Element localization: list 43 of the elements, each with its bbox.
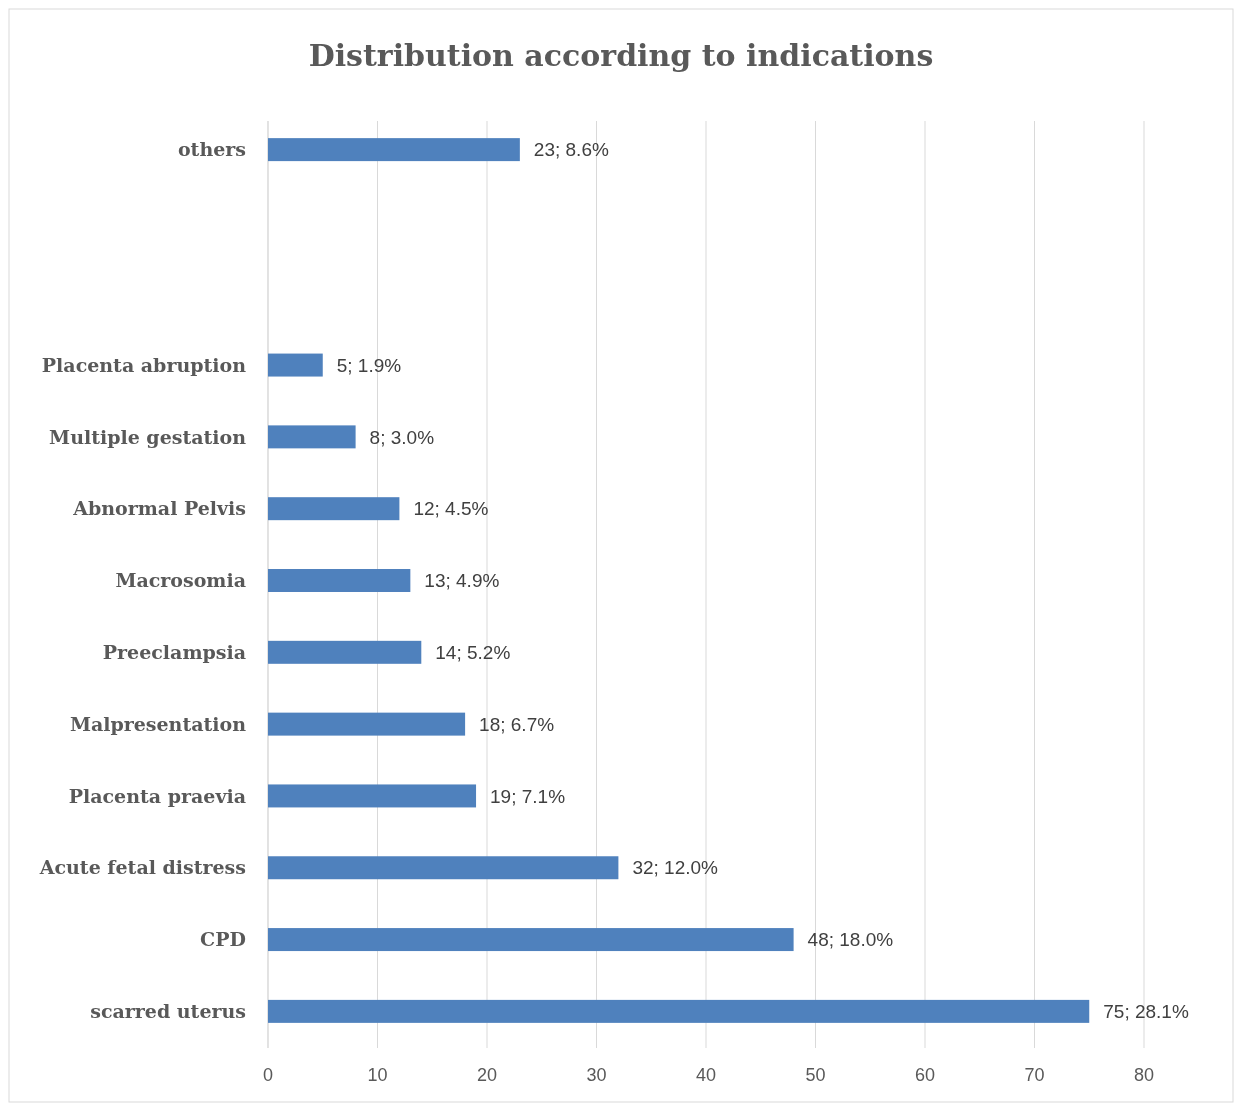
data-label: 48; 18.0%: [807, 929, 894, 951]
y-tick-label: Abnormal Pelvis: [72, 497, 246, 520]
y-tick-label: CPD: [200, 928, 246, 951]
y-tick-label: Placenta praevia: [68, 784, 246, 807]
bar: [268, 138, 520, 162]
data-label: 14; 5.2%: [435, 641, 511, 663]
chart-title: Distribution according to indications: [308, 38, 934, 73]
y-tick-label: Macrosomia: [115, 569, 246, 592]
y-tick-label: scarred uterus: [90, 1000, 246, 1023]
data-label: 32; 12.0%: [632, 857, 719, 879]
x-tick-label: 10: [367, 1065, 388, 1085]
x-tick-label: 60: [914, 1065, 936, 1085]
bar: [268, 497, 400, 521]
data-label: 5; 1.9%: [336, 354, 402, 376]
x-tick-label: 30: [586, 1065, 607, 1085]
x-tick-label: 70: [1024, 1065, 1045, 1085]
data-label: 19; 7.1%: [490, 785, 566, 807]
y-tick-label: Placenta abruption: [41, 353, 247, 376]
y-tick-label: others: [177, 138, 246, 161]
bar: [268, 640, 422, 664]
x-tick-label: 20: [476, 1065, 498, 1085]
y-tick-label: Preeclampsia: [102, 640, 246, 663]
data-label: 75; 28.1%: [1103, 1001, 1189, 1023]
bar: [268, 353, 323, 377]
bar: [268, 856, 619, 880]
bar: [268, 928, 794, 952]
bar: [268, 784, 477, 808]
y-tick-label: Acute fetal distress: [38, 856, 246, 879]
data-label: 13; 4.9%: [424, 570, 500, 592]
data-label: 23; 8.6%: [533, 139, 609, 161]
data-label: 18; 6.7%: [479, 713, 555, 735]
data-label: 12; 4.5%: [413, 498, 489, 520]
x-tick-label: 0: [262, 1065, 274, 1085]
bar: [268, 999, 1090, 1023]
x-tick-label: 50: [805, 1065, 826, 1085]
bar: [268, 569, 411, 592]
y-tick-label: Multiple gestation: [49, 425, 247, 448]
bar: [268, 712, 466, 736]
y-tick-label: Malpresentation: [69, 712, 247, 735]
x-tick-label: 40: [695, 1065, 717, 1085]
x-tick-label: 80: [1133, 1065, 1155, 1085]
data-label: 8; 3.0%: [369, 426, 435, 448]
bar: [268, 425, 356, 449]
